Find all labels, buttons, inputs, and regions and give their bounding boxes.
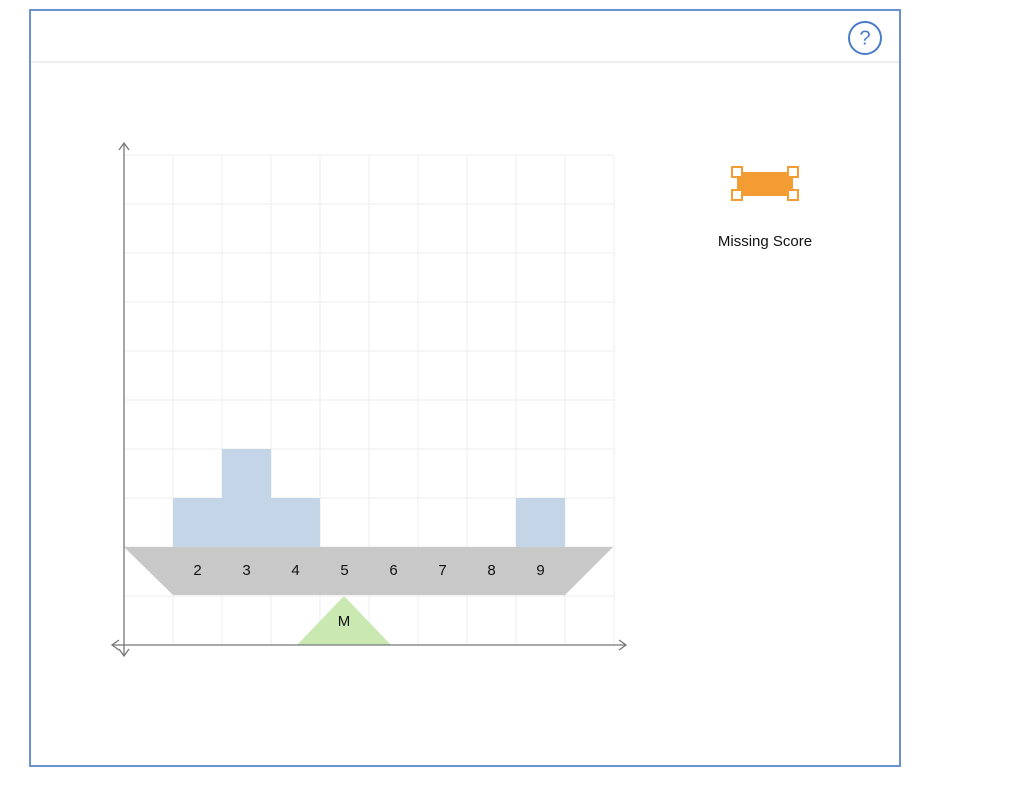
beam-label: 7 bbox=[438, 562, 446, 579]
help-button[interactable]: ? bbox=[848, 21, 882, 55]
y-arrow bbox=[118, 141, 130, 151]
missing-score-tool[interactable]: Missing Score bbox=[718, 166, 812, 250]
beam-label: 5 bbox=[340, 562, 348, 579]
tool-block[interactable] bbox=[737, 172, 793, 196]
beam[interactable] bbox=[124, 547, 613, 595]
x-arrow bbox=[110, 639, 120, 651]
handle[interactable] bbox=[731, 189, 743, 201]
beam-label: 2 bbox=[193, 562, 201, 579]
stack[interactable] bbox=[271, 498, 320, 547]
beam-label: 9 bbox=[536, 562, 544, 579]
stacks bbox=[173, 449, 565, 547]
handle[interactable] bbox=[787, 166, 799, 178]
beam-label: 4 bbox=[291, 562, 299, 579]
frame bbox=[29, 9, 901, 767]
stack[interactable] bbox=[516, 498, 565, 547]
beam-labels: 2 3 4 5 6 7 8 9 bbox=[193, 562, 544, 579]
handle[interactable] bbox=[731, 166, 743, 178]
x-arrow bbox=[618, 639, 628, 651]
tool-label[interactable]: Missing Score bbox=[718, 233, 812, 250]
beam-label: 3 bbox=[242, 562, 250, 579]
y-arrow bbox=[118, 648, 130, 658]
stack[interactable] bbox=[173, 498, 222, 547]
stack[interactable] bbox=[222, 449, 271, 547]
fulcrum-label: M bbox=[338, 613, 351, 630]
fulcrum[interactable] bbox=[297, 596, 391, 645]
help-circle[interactable] bbox=[848, 21, 882, 55]
handle[interactable] bbox=[787, 189, 799, 201]
axes bbox=[110, 141, 628, 658]
help-text[interactable]: ? bbox=[859, 27, 870, 49]
beam-label: 8 bbox=[487, 562, 495, 579]
beam-label: 6 bbox=[389, 562, 397, 579]
